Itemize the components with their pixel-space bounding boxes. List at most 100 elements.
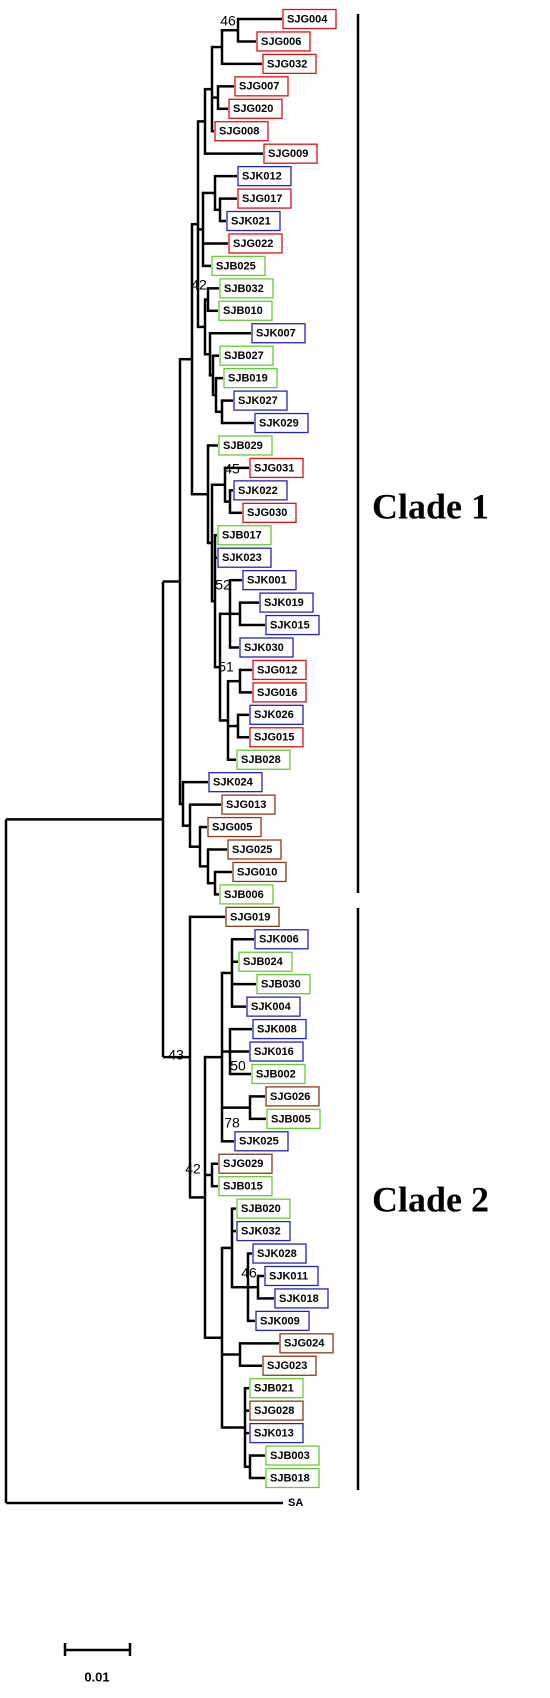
leaf-box — [255, 1310, 310, 1332]
leaf-box — [254, 412, 309, 434]
leaf-box — [233, 480, 288, 501]
leaf-label: SJK004 — [251, 1001, 292, 1013]
leaf-box — [228, 98, 283, 119]
leaf-label: SJB015 — [223, 1181, 263, 1193]
leaf-label: SJK001 — [247, 575, 287, 587]
leaf-box — [264, 1265, 319, 1287]
leaf-label: SJB025 — [216, 260, 256, 272]
leaf-label: SJB032 — [224, 283, 264, 295]
leaf-label: SJB027 — [224, 350, 264, 362]
leaf-box — [237, 165, 292, 187]
leaf-label: SJG008 — [219, 126, 259, 138]
bootstrap-label: 43 — [168, 1047, 184, 1063]
leaf-box — [263, 143, 318, 164]
scale-label: 0.01 — [84, 1669, 109, 1684]
leaf-label: SJG013 — [226, 799, 266, 811]
leaf-box — [242, 570, 297, 591]
leaf-box — [249, 727, 304, 748]
leaf-box — [249, 1041, 304, 1062]
leaf-box — [218, 435, 273, 456]
leaf-box — [217, 547, 272, 568]
leaf-box — [251, 323, 306, 344]
leaf-label: SJG025 — [232, 844, 272, 856]
leaf-label: SJK023 — [222, 552, 262, 564]
outgroup-label: SA — [288, 1497, 303, 1509]
leaf-label: SJG028 — [254, 1405, 294, 1417]
leaf-box — [232, 861, 287, 883]
leaf-box — [217, 525, 272, 546]
leaf-box — [252, 659, 307, 681]
leaf-box — [266, 1108, 321, 1130]
leaf-box — [251, 1063, 306, 1085]
leaf-box — [252, 682, 307, 703]
leaf-box — [265, 1086, 320, 1107]
leaf-box — [256, 974, 311, 995]
leaf-box — [262, 1355, 317, 1376]
leaf-label: SJB024 — [243, 956, 284, 968]
leaf-box — [218, 1153, 273, 1174]
leaf-box — [225, 906, 280, 927]
leaf-label: SJB002 — [256, 1068, 296, 1080]
leaf-label: SJB020 — [241, 1203, 281, 1215]
leaf-label: SJG032 — [267, 58, 307, 70]
leaf-label: SJG009 — [268, 148, 308, 160]
leaf-box — [249, 1422, 304, 1444]
leaf-label: SJK009 — [260, 1315, 300, 1327]
leaf-label: SJG017 — [242, 193, 282, 205]
leaf-box — [242, 502, 297, 523]
leaf-label: SJG024 — [284, 1338, 325, 1350]
leaf-label: SJG026 — [270, 1091, 310, 1103]
leaf-label: SJG029 — [223, 1158, 263, 1170]
leaf-label: SJK016 — [254, 1046, 294, 1058]
leaf-box — [259, 592, 314, 613]
leaf-box — [252, 1243, 307, 1264]
leaf-box — [226, 210, 281, 232]
leaf-label: SJG006 — [261, 36, 301, 48]
leaf-label: SJK013 — [254, 1428, 294, 1440]
leaf-label: SJK024 — [213, 777, 254, 789]
bootstrap-label: 42 — [185, 1161, 201, 1177]
leaf-box — [265, 1467, 320, 1489]
leaf-box — [249, 1400, 304, 1421]
leaf-label: SJK011 — [269, 1270, 308, 1282]
leaf-label: SJG019 — [230, 911, 270, 923]
leaf-box — [234, 76, 289, 97]
leaf-label: SJG005 — [212, 821, 252, 833]
leaf-label: SJG023 — [267, 1360, 307, 1372]
leaf-box — [219, 884, 274, 905]
leaf-label: SJB029 — [223, 440, 263, 452]
leaf-box — [227, 839, 282, 860]
leaf-box — [249, 1378, 304, 1399]
leaf-label: SJB003 — [270, 1450, 310, 1462]
leaf-label: SJG007 — [239, 81, 279, 93]
leaf-label: SJB006 — [224, 889, 264, 901]
leaf-box — [233, 390, 288, 411]
leaf-label: SJG012 — [257, 664, 297, 676]
leaf-box — [279, 1333, 334, 1354]
leaf-label: SJG004 — [287, 13, 328, 25]
clade-label: Clade 1 — [372, 486, 489, 526]
leaf-label: SJB018 — [270, 1472, 310, 1484]
leaf-box — [239, 637, 294, 658]
leaf-label: SJG015 — [254, 732, 294, 744]
leaf-box — [228, 233, 283, 254]
leaf-label: SJG030 — [247, 507, 287, 519]
leaf-box — [249, 704, 304, 725]
leaf-box — [219, 278, 274, 299]
leaf-label: SJB005 — [271, 1113, 311, 1125]
clade-label: Clade 2 — [372, 1179, 489, 1219]
leaf-label: SJG020 — [233, 103, 273, 115]
leaf-label: SJB021 — [254, 1383, 294, 1395]
scale-bar — [63, 1643, 132, 1656]
leaf-label: SJK028 — [257, 1248, 297, 1260]
leaf-label: SJK027 — [238, 395, 278, 407]
leaf-box — [274, 1288, 329, 1309]
leaf-box — [218, 1176, 273, 1197]
bootstrap-label: 46 — [241, 1265, 257, 1281]
leaf-box — [208, 772, 263, 793]
leaf-label: SJB017 — [222, 530, 262, 542]
bootstrap-label: 46 — [220, 13, 236, 29]
leaf-label: SJB028 — [241, 754, 281, 766]
leaf-box — [265, 1445, 320, 1466]
